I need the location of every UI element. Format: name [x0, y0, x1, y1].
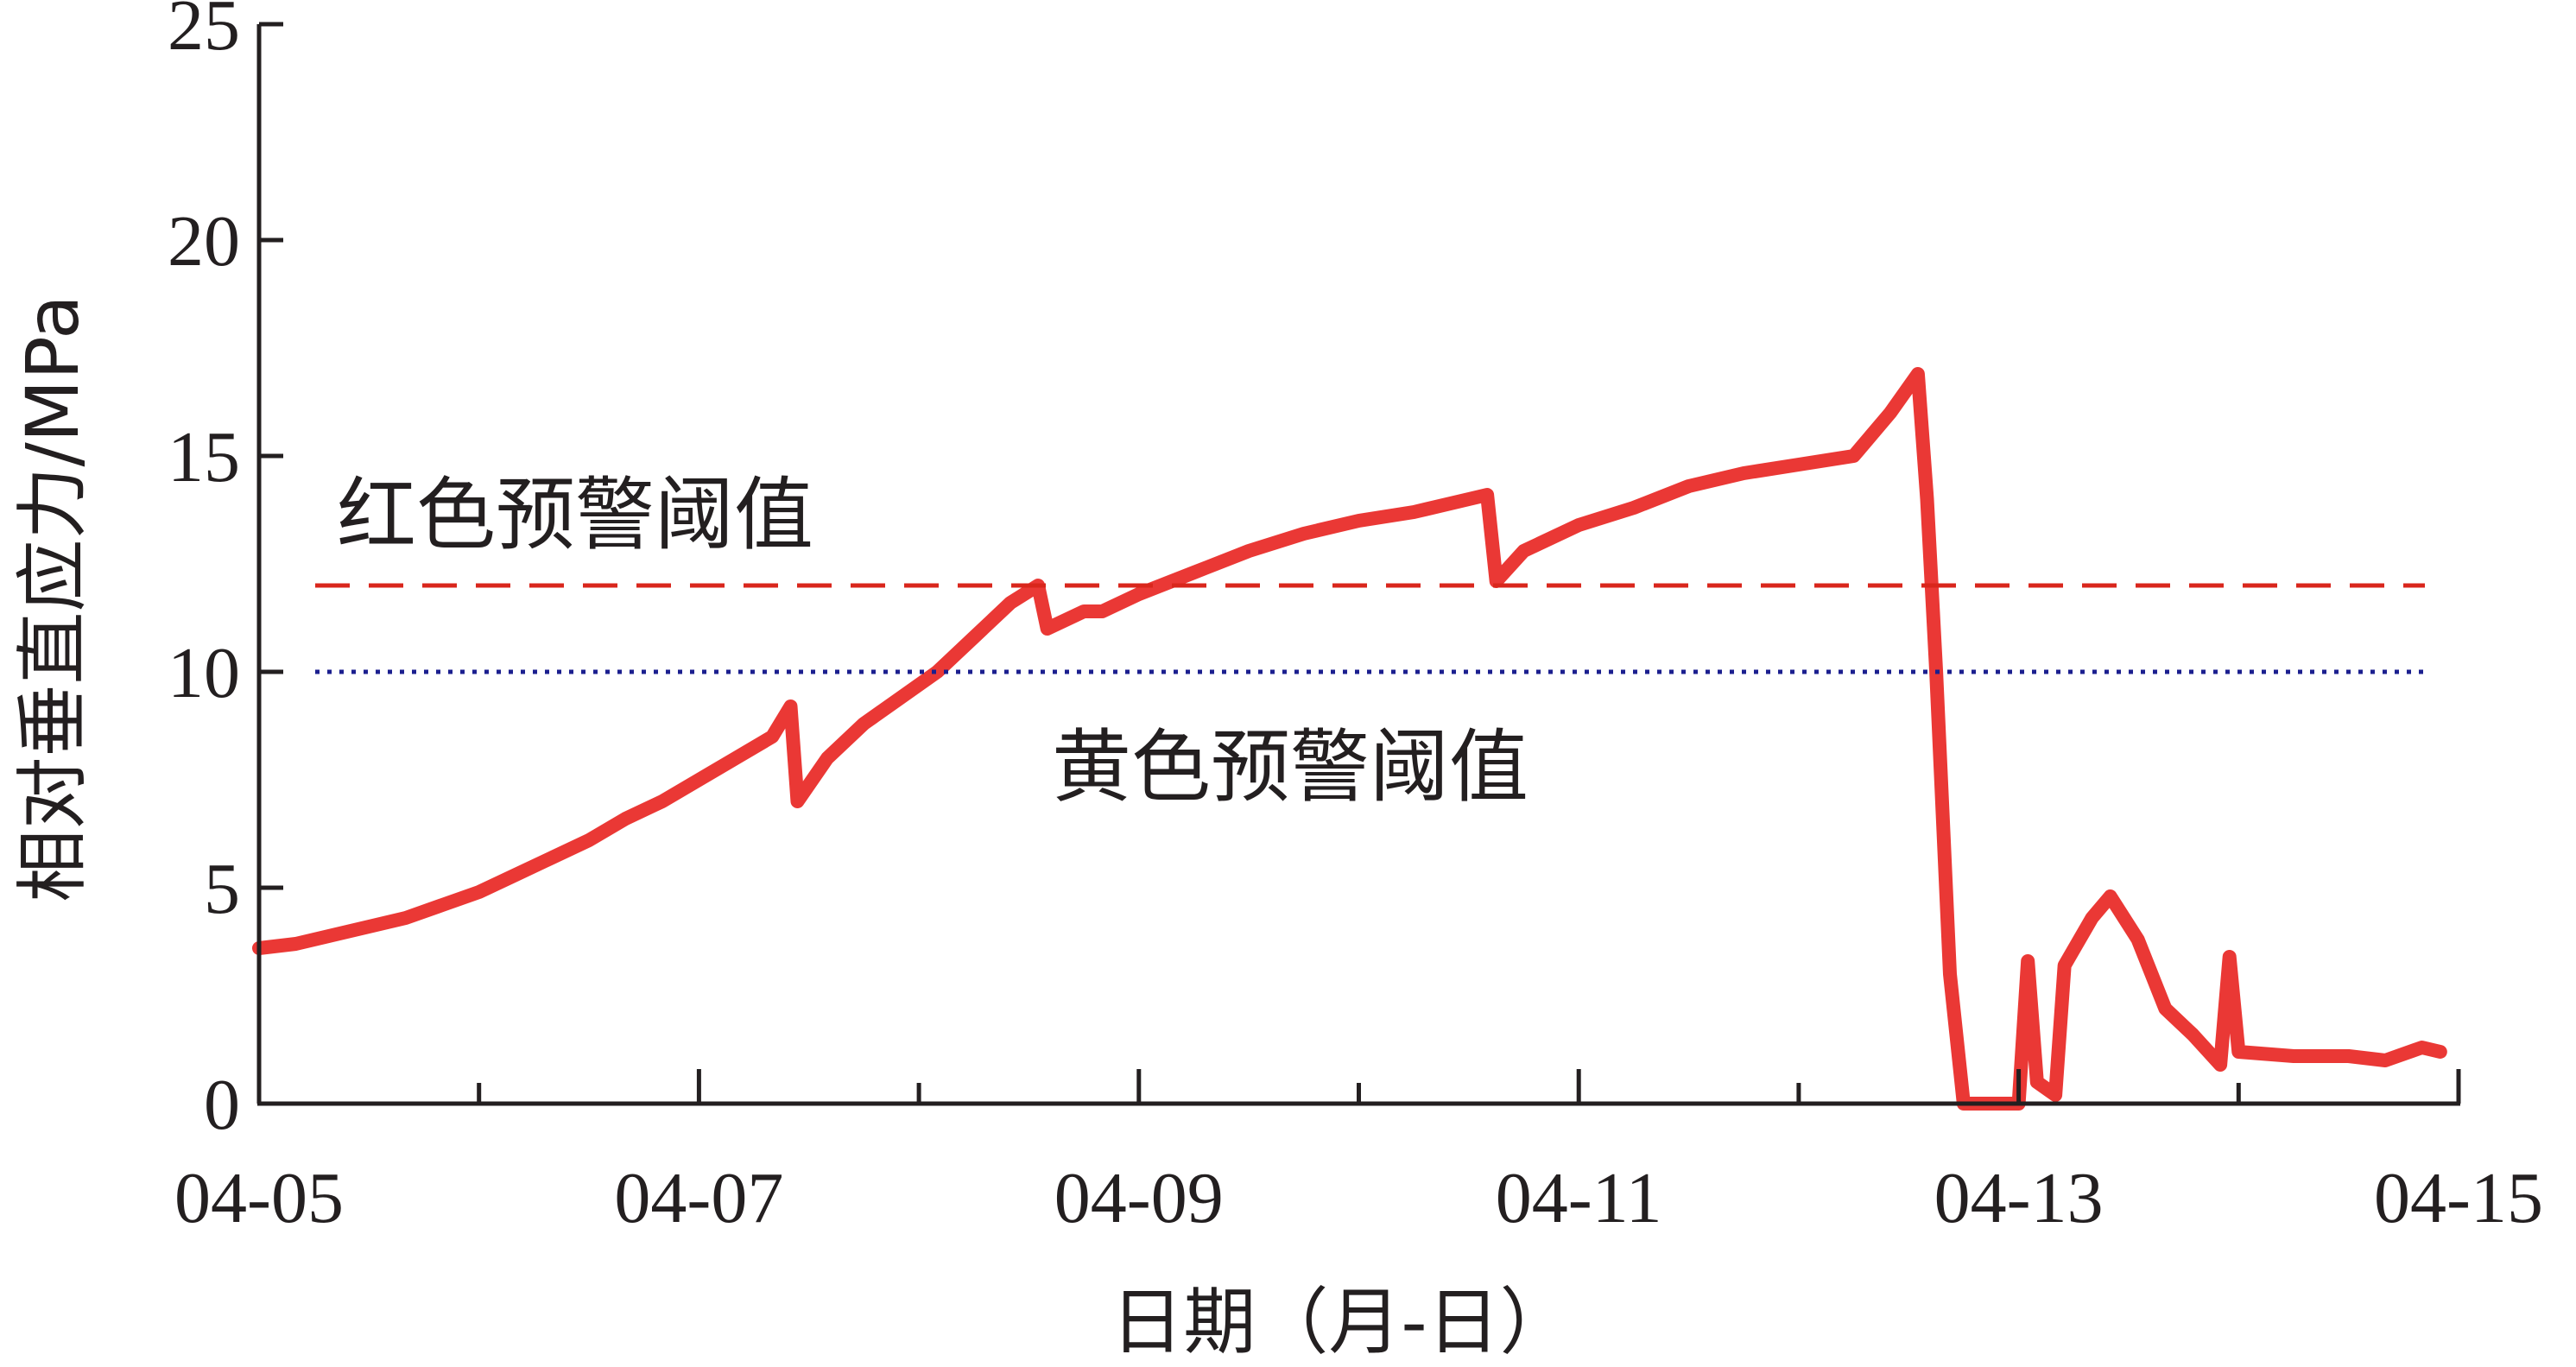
series-line	[252, 367, 2447, 1111]
y-tick-label: 25	[168, 0, 240, 66]
y-tick-label: 20	[168, 201, 240, 282]
y-tick-label: 5	[204, 849, 240, 929]
x-ticks: 04-05 04-07 04-09 04-11 04-13 04-15	[174, 1069, 2543, 1238]
x-tick-label: 04-11	[1496, 1158, 1662, 1238]
y-tick-label: 15	[168, 417, 240, 497]
x-tick-label: 04-07	[614, 1158, 783, 1238]
series-layer	[252, 367, 2447, 1111]
red-threshold-label: 红色预警阈值	[337, 469, 813, 561]
y-axis-title: 相对垂直应力/MPa	[10, 294, 95, 902]
x-axis-title: 日期（月-日）	[1111, 1280, 1572, 1364]
x-tick-label: 04-13	[1934, 1158, 2104, 1238]
x-tick-label: 04-15	[2374, 1158, 2543, 1238]
y-ticks: 0 5 10 15 20 25	[168, 0, 283, 1145]
x-tick-label: 04-05	[174, 1158, 344, 1238]
y-tick-label: 10	[168, 633, 240, 713]
y-tick-label: 0	[204, 1065, 240, 1145]
yellow-threshold-label: 黄色预警阈值	[1052, 721, 1529, 813]
x-tick-label: 04-09	[1054, 1158, 1224, 1238]
